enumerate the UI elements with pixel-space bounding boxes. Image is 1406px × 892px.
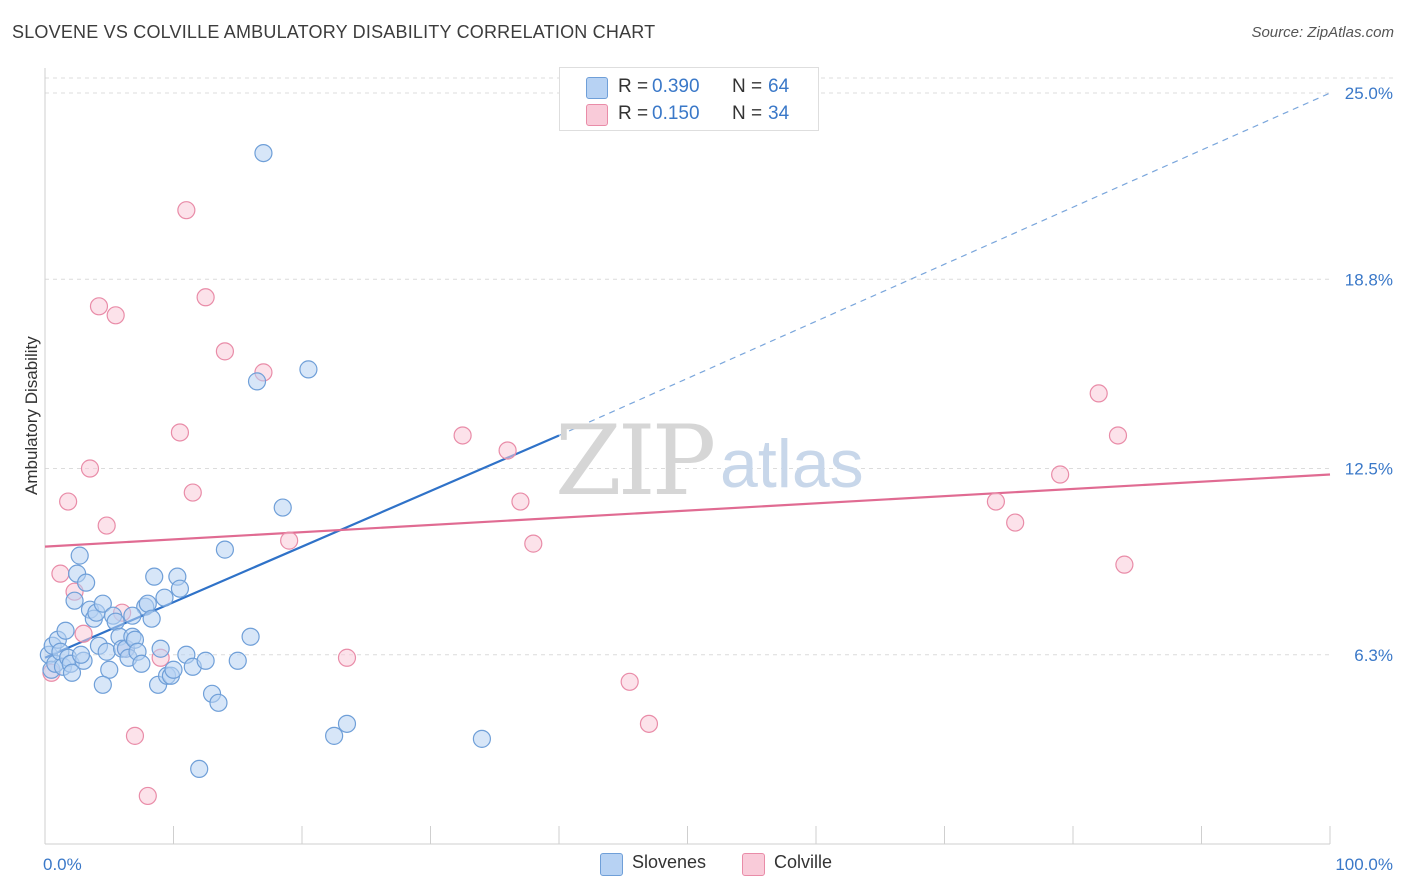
legend-r-value: 0.150 — [652, 103, 700, 124]
data-point-slovenes — [472, 729, 491, 748]
data-points — [39, 143, 1134, 806]
legend-n-label: N = — [732, 76, 763, 97]
data-point-colville — [183, 483, 202, 502]
watermark-atlas: atlas — [720, 426, 864, 502]
data-point-colville — [80, 459, 100, 478]
gridlines — [45, 77, 1394, 656]
legend-swatch-colville — [586, 104, 608, 126]
data-point-slovenes — [142, 609, 161, 628]
axes — [44, 68, 1331, 845]
data-point-slovenes — [65, 591, 84, 610]
legend-n-value: 34 — [768, 103, 790, 124]
data-point-slovenes — [93, 594, 112, 613]
data-point-slovenes — [241, 627, 260, 646]
data-point-slovenes — [170, 579, 190, 598]
data-point-colville — [59, 492, 78, 511]
data-point-slovenes — [254, 143, 273, 163]
data-point-slovenes — [273, 498, 292, 517]
data-point-slovenes — [196, 651, 215, 670]
data-point-colville — [196, 288, 215, 307]
y-tick-label: 25.0% — [1345, 84, 1393, 103]
data-point-colville — [986, 492, 1006, 511]
data-point-slovenes — [56, 621, 75, 640]
data-point-colville — [1006, 513, 1025, 532]
trend-line-slovenes-extended — [558, 92, 1331, 437]
data-point-slovenes — [247, 372, 267, 391]
data-point-colville — [170, 423, 190, 442]
data-point-colville — [106, 306, 125, 325]
bottom-legend-label-colville: Colville — [774, 852, 833, 872]
data-point-slovenes — [100, 660, 119, 679]
legend-swatch-slovenes — [586, 77, 608, 99]
y-tick-label: 6.3% — [1354, 646, 1393, 665]
data-point-slovenes — [299, 360, 318, 379]
data-point-slovenes — [155, 588, 174, 607]
legend-r-label: R = — [618, 76, 649, 97]
data-point-colville — [337, 648, 357, 667]
data-point-colville — [97, 516, 116, 535]
data-point-colville — [453, 426, 472, 445]
data-point-colville — [1089, 384, 1108, 403]
data-point-colville — [125, 726, 145, 745]
trend-lines — [44, 92, 1331, 659]
data-point-slovenes — [97, 642, 116, 661]
data-point-slovenes — [70, 546, 89, 565]
x-tick-label: 100.0% — [1335, 855, 1393, 874]
legend-n-value: 64 — [768, 76, 790, 97]
y-axis-label: Ambulatory Disability — [22, 336, 41, 495]
bottom-legend-swatch-slovenes — [600, 853, 623, 876]
data-point-colville — [215, 342, 234, 361]
data-point-colville — [1051, 465, 1070, 484]
legend-r-label: R = — [618, 103, 649, 124]
data-point-slovenes — [93, 675, 112, 694]
data-point-slovenes — [325, 726, 344, 745]
data-point-slovenes — [164, 660, 183, 679]
bottom-legend-swatch-colville — [742, 853, 765, 876]
data-point-slovenes — [151, 639, 170, 658]
data-point-slovenes — [138, 594, 157, 613]
data-point-slovenes — [71, 645, 91, 664]
data-point-slovenes — [337, 714, 357, 733]
data-point-colville — [177, 201, 196, 220]
data-point-slovenes — [209, 693, 228, 712]
data-point-slovenes — [123, 606, 142, 625]
data-point-slovenes — [106, 612, 125, 631]
data-point-slovenes — [190, 759, 209, 779]
chart-title: SLOVENE VS COLVILLE AMBULATORY DISABILIT… — [12, 22, 656, 42]
legend-n-label: N = — [732, 103, 763, 124]
y-tick-label: 18.8% — [1345, 270, 1393, 289]
legend-r-value: 0.390 — [652, 76, 700, 97]
data-point-slovenes — [62, 663, 82, 682]
data-point-colville — [51, 564, 70, 583]
data-point-colville — [138, 786, 157, 806]
data-point-colville — [639, 714, 659, 733]
watermark-zip: ZIP — [555, 405, 716, 517]
data-point-colville — [1108, 426, 1128, 445]
data-point-colville — [280, 531, 299, 550]
data-point-slovenes — [132, 654, 151, 673]
data-point-colville — [89, 297, 109, 316]
trend-line-colville — [44, 473, 1331, 548]
data-point-slovenes — [228, 651, 247, 670]
chart-source: Source: ZipAtlas.com — [1251, 24, 1394, 41]
data-point-colville — [1115, 555, 1134, 574]
data-point-colville — [74, 624, 93, 643]
data-point-slovenes — [145, 567, 164, 586]
x-tick-label: 0.0% — [43, 855, 82, 874]
bottom-legend-label-slovenes: Slovenes — [632, 852, 707, 872]
data-point-colville — [524, 534, 543, 553]
data-point-colville — [620, 672, 639, 691]
stats-legend: R = 0.390 N = 64 R = 0.150 N = 34 — [559, 67, 819, 131]
tick-labels: 6.3% 12.5% 18.8% 25.0% 0.0% 100.0% — [43, 84, 1393, 874]
data-point-colville — [498, 441, 517, 460]
y-tick-label: 12.5% — [1345, 460, 1393, 479]
data-point-slovenes — [215, 540, 234, 559]
data-point-colville — [511, 492, 530, 511]
data-point-slovenes — [77, 573, 96, 592]
